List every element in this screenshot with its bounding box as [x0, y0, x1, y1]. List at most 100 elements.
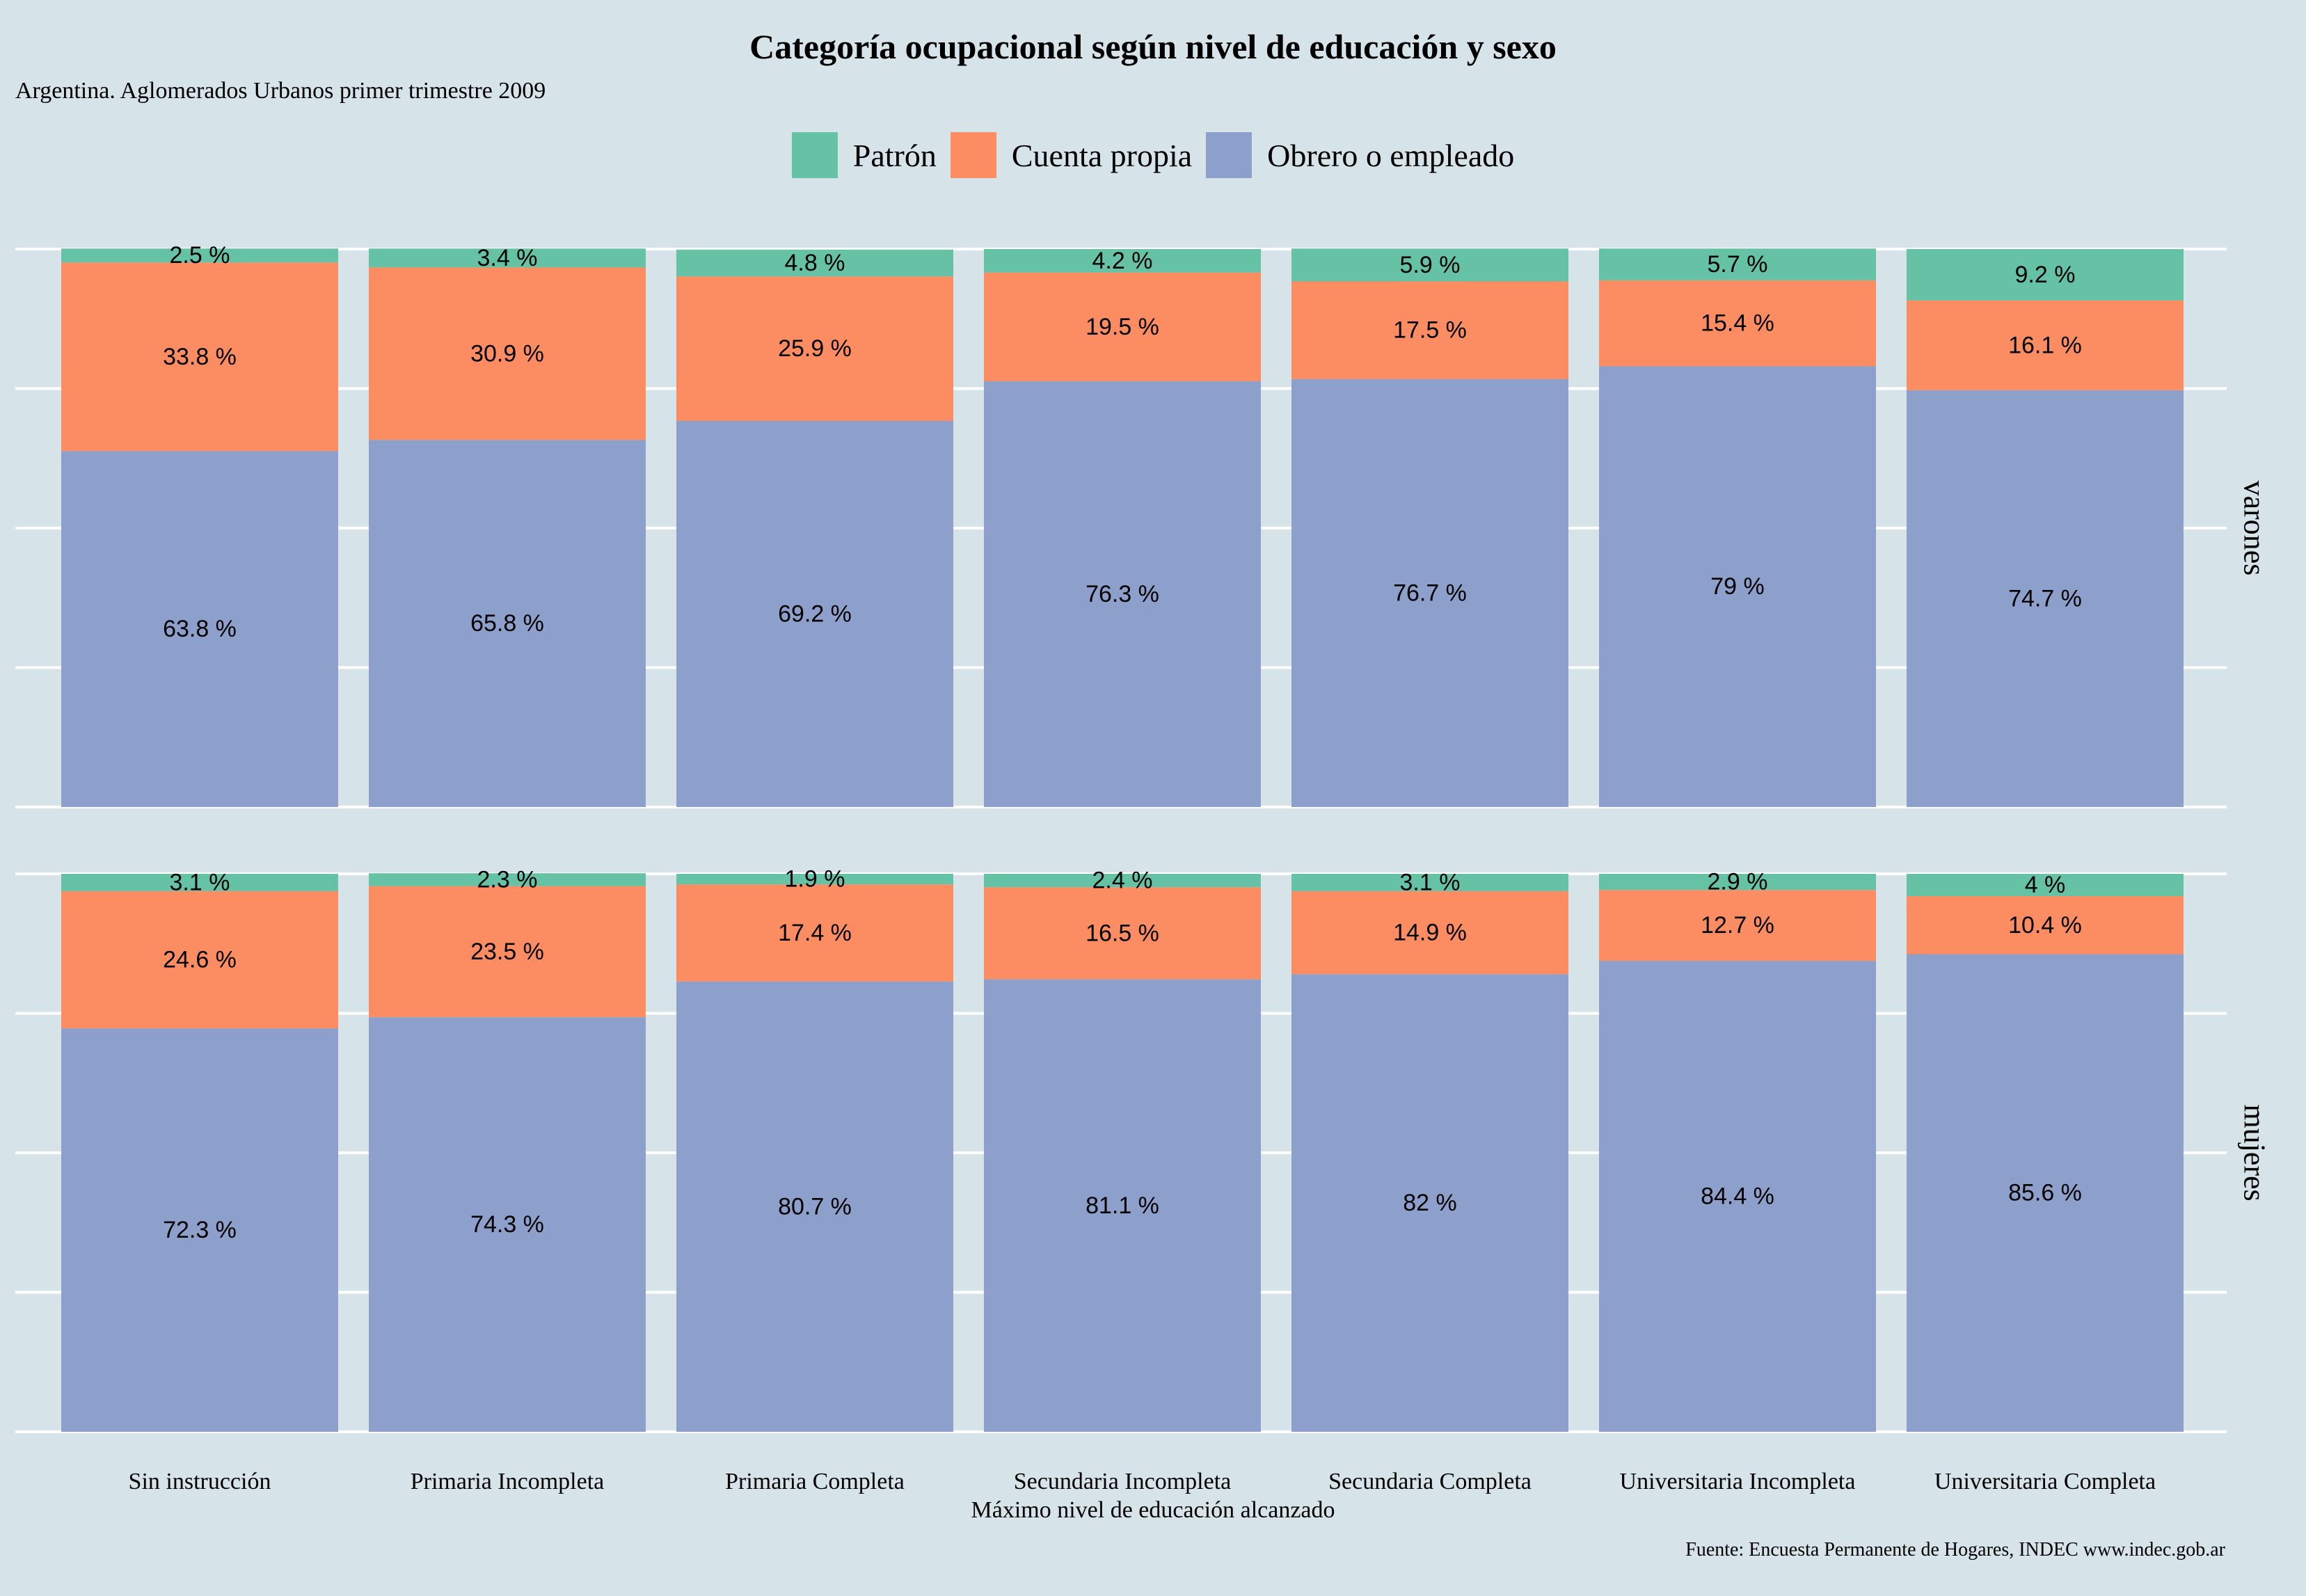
- legend-label-obrero: Obrero o empleado: [1267, 137, 1515, 173]
- data-label: 24.6 %: [163, 947, 237, 973]
- data-label: 14.9 %: [1393, 920, 1467, 946]
- data-label: 4 %: [2025, 872, 2066, 898]
- legend-label-cuenta-propia: Cuenta propia: [1011, 137, 1193, 173]
- bar-segment: [1907, 954, 2184, 1432]
- bar-segment: [676, 981, 953, 1432]
- bar-segment: [1907, 300, 2184, 390]
- data-label: 81.1 %: [1086, 1192, 1159, 1219]
- bar-segment: [1907, 874, 2184, 897]
- data-label: 30.9 %: [470, 340, 544, 367]
- legend-item-patron: Patrón: [791, 132, 937, 178]
- bar-segment: [984, 887, 1261, 980]
- data-label: 3.1 %: [1400, 869, 1461, 895]
- bar-segment: [676, 874, 953, 885]
- bar-segment: [1599, 248, 1876, 280]
- data-label: 9.2 %: [2015, 262, 2076, 288]
- data-label: 17.5 %: [1393, 317, 1467, 344]
- data-label: 2.9 %: [1708, 869, 1768, 895]
- bar-segment: [369, 440, 646, 807]
- x-tick-label: Primaria Incompleta: [411, 1469, 605, 1494]
- bar-segment: [369, 886, 646, 1018]
- legend-swatch-obrero: [1206, 132, 1253, 178]
- bar-segment: [676, 249, 953, 277]
- data-label: 76.7 %: [1393, 580, 1467, 606]
- data-label: 80.7 %: [778, 1193, 852, 1220]
- x-tick-label: Sin instrucción: [129, 1469, 271, 1494]
- bar-segment: [61, 451, 338, 807]
- data-label: 16.1 %: [2008, 332, 2082, 358]
- bar-segment: [61, 1028, 338, 1432]
- chart-title: Categoría ocupacional según nivel de edu…: [749, 27, 1557, 66]
- data-label: 74.3 %: [470, 1211, 544, 1238]
- bar-segment: [1291, 874, 1568, 891]
- data-label: 4.2 %: [1092, 248, 1153, 274]
- legend-swatch-cuenta-propia: [950, 132, 996, 178]
- bar-segment: [61, 891, 338, 1029]
- bar-segment: [984, 249, 1261, 273]
- data-label: 2.4 %: [1092, 868, 1153, 894]
- facet-label: mujeres: [2238, 1104, 2272, 1201]
- data-label: 25.9 %: [778, 335, 852, 362]
- data-label: 5.7 %: [1708, 251, 1768, 278]
- data-label: 69.2 %: [778, 601, 852, 628]
- data-label: 74.7 %: [2008, 585, 2082, 612]
- data-label: 5.9 %: [1400, 252, 1461, 278]
- bar-segment: [1599, 874, 1876, 891]
- data-label: 2.3 %: [477, 866, 538, 893]
- x-tick-label: Secundaria Completa: [1328, 1469, 1532, 1494]
- bar-segment: [1907, 249, 2184, 301]
- bar-segment: [1291, 248, 1568, 282]
- data-label: 85.6 %: [2008, 1180, 2082, 1206]
- data-label: 23.5 %: [470, 939, 544, 965]
- data-label: 76.3 %: [1086, 581, 1159, 607]
- bar-segment: [1291, 281, 1568, 379]
- bar-segment: [369, 248, 646, 268]
- bar-segment: [1599, 280, 1876, 367]
- x-tick-label: Secundaria Incompleta: [1014, 1469, 1231, 1494]
- data-label: 19.5 %: [1086, 314, 1159, 340]
- bar-segment: [1907, 896, 2184, 955]
- data-label: 3.4 %: [477, 245, 538, 271]
- data-label: 63.8 %: [163, 616, 237, 642]
- data-label: 3.1 %: [170, 869, 230, 895]
- bar-segment: [1291, 891, 1568, 975]
- legend-label-patron: Patrón: [852, 137, 937, 173]
- bar-segment: [1599, 961, 1876, 1432]
- bar-segment: [61, 262, 338, 452]
- x-axis-title: Máximo nivel de educación alcanzado: [971, 1497, 1335, 1523]
- facet-label: varones: [2238, 481, 2272, 576]
- data-label: 72.3 %: [163, 1217, 237, 1243]
- data-label: 16.5 %: [1086, 920, 1159, 946]
- data-label: 12.7 %: [1701, 912, 1774, 939]
- data-label: 2.5 %: [170, 242, 230, 269]
- legend-item-cuenta-propia: Cuenta propia: [950, 132, 1193, 178]
- data-label: 79 %: [1710, 573, 1765, 600]
- legend: Patrón Cuenta propia Obrero o empleado: [0, 132, 2306, 178]
- data-label: 10.4 %: [2008, 912, 2082, 939]
- chart-subtitle: Argentina. Aglomerados Urbanos primer tr…: [15, 78, 546, 104]
- data-label: 65.8 %: [470, 610, 544, 637]
- bar-segment: [984, 272, 1261, 382]
- bar-segment: [676, 884, 953, 982]
- source-caption: Fuente: Encuesta Permanente de Hogares, …: [1685, 1539, 2225, 1561]
- bar-segment: [1291, 378, 1568, 807]
- bar-segment: [984, 874, 1261, 888]
- bar-segment: [1907, 390, 2184, 807]
- data-label: 17.4 %: [778, 920, 852, 946]
- x-tick-label: Universitaria Incompleta: [1620, 1469, 1856, 1494]
- bar-segment: [676, 276, 953, 422]
- x-tick-label: Universitaria Completa: [1934, 1469, 2156, 1494]
- bar-segment: [1599, 890, 1876, 961]
- data-label: 82 %: [1403, 1190, 1457, 1216]
- data-label: 15.4 %: [1701, 310, 1774, 337]
- legend-swatch-patron: [791, 132, 838, 178]
- bar-segment: [61, 248, 338, 263]
- data-label: 4.8 %: [785, 250, 845, 276]
- bar-segment: [61, 874, 338, 891]
- data-label: 84.4 %: [1701, 1183, 1774, 1210]
- bar-segment: [676, 421, 953, 807]
- bar-segment: [1599, 366, 1876, 807]
- bar-segment: [984, 979, 1261, 1432]
- bar-segment: [1291, 974, 1568, 1432]
